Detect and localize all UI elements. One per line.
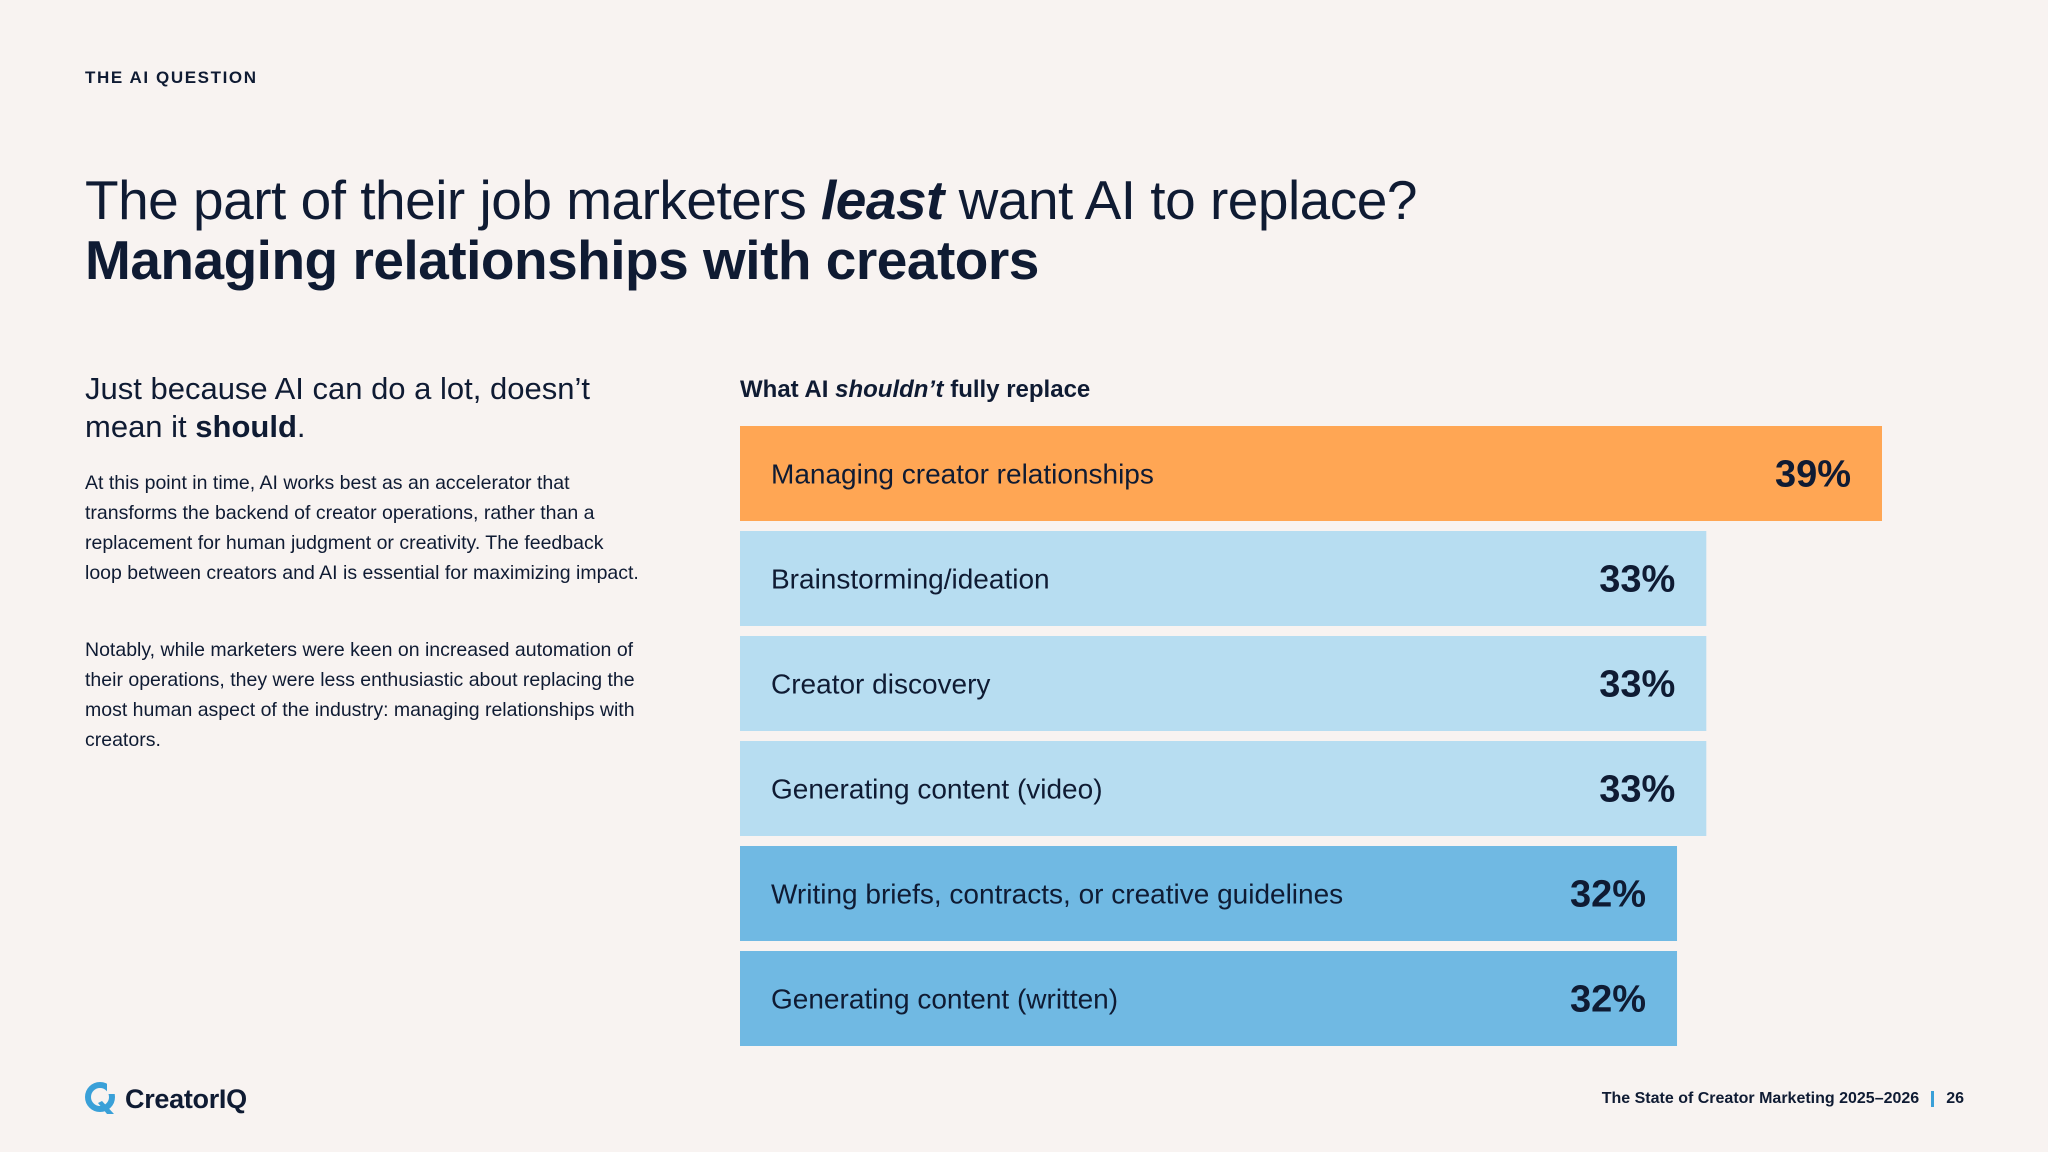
bar [740,846,1678,941]
bar-value-label: 39% [1775,454,1851,496]
bar-value-label: 33% [1599,769,1675,811]
bar [740,951,1678,1046]
title-part-2: want AI to replace? [943,169,1418,231]
bar [740,741,1707,836]
footer-separator [1931,1091,1935,1107]
bar [740,426,1882,521]
subheading: Just because AI can do a lot, doesn’t me… [85,370,645,446]
title-line-2: Managing relationships with creators [85,229,1039,291]
bar-row: Brainstorming/ideation 33% [740,531,1707,626]
logo-text: CreatorIQ [125,1083,247,1114]
page-title: The part of their job marketers least wa… [85,170,1417,290]
brand-logo: CreatorIQ [85,1082,247,1116]
chart-title-emphasis: shouldn’t [835,376,944,403]
body-paragraph-2: Notably, while marketers were keen on in… [85,639,635,751]
bar-value-label: 32% [1570,979,1646,1021]
bar [740,531,1707,626]
bar-row: Generating content (video) 33% [740,741,1707,836]
creatoriq-logo-icon [85,1082,117,1114]
bar-row: Generating content (written) 32% [740,951,1678,1046]
subhead-bold: should [195,409,297,444]
subhead-part-1: Just because AI can do a lot, doesn’t me… [85,371,590,444]
bar-category-label: Writing briefs, contracts, or creative g… [771,879,1343,910]
section-eyebrow: THE AI QUESTION [85,68,258,87]
bar [740,636,1707,731]
chart-title-part-2: fully replace [943,376,1091,403]
page-number: 26 [1946,1090,1964,1107]
subhead-part-2: . [296,409,306,444]
bar-category-label: Creator discovery [771,669,990,700]
report-title: The State of Creator Marketing 2025–2026 [1601,1090,1920,1107]
bar-category-label: Brainstorming/ideation [771,564,1050,595]
bar-category-label: Managing creator relationships [771,459,1154,490]
bar-value-label: 33% [1599,559,1675,601]
bar-value-label: 33% [1599,664,1675,706]
title-emphasis: least [820,169,944,231]
bar-value-label: 32% [1570,874,1646,916]
title-part-1: The part of their job marketers [85,169,821,231]
bar-row: Creator discovery 33% [740,636,1707,731]
bar-category-label: Generating content (video) [771,774,1103,805]
bar-row: Writing briefs, contracts, or creative g… [740,846,1678,941]
bar-category-label: Generating content (written) [771,984,1118,1015]
chart-title-part-1: What AI [740,376,836,403]
chart-title: What AI shouldn’t fully replace [740,376,1090,404]
body-paragraph-1: At this point in time, AI works best as … [85,472,639,584]
bar-row: Managing creator relationships 39% [740,426,1882,521]
footer: The State of Creator Marketing 2025–2026… [1602,1090,1964,1108]
